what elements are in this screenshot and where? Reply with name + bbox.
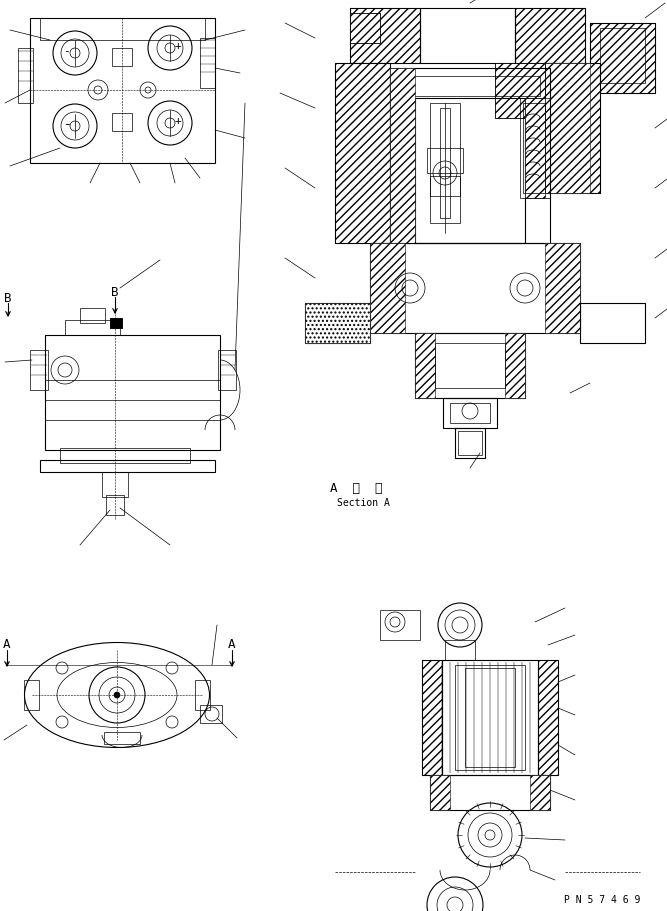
Bar [335, 63, 390, 243]
Bar [390, 68, 415, 243]
Bar [195, 680, 210, 710]
Circle shape [114, 692, 120, 698]
Bar [435, 343, 505, 388]
Bar [335, 63, 390, 243]
Bar [538, 660, 558, 775]
Bar [305, 303, 370, 343]
Bar [350, 13, 380, 43]
Bar [430, 775, 550, 810]
Text: -: - [63, 119, 71, 129]
Text: -: - [63, 119, 69, 129]
Text: -: - [63, 46, 69, 56]
Bar [422, 660, 442, 775]
Bar [455, 665, 525, 770]
Bar [422, 660, 442, 775]
Text: A  断  面: A 断 面 [330, 482, 382, 495]
Bar [106, 495, 124, 515]
Bar [112, 48, 132, 66]
Bar [112, 113, 132, 131]
Bar [590, 23, 655, 93]
Bar [440, 108, 450, 218]
Bar [102, 472, 128, 497]
Bar [495, 63, 545, 118]
Bar [380, 610, 420, 640]
Bar [110, 318, 122, 328]
Bar [430, 176, 460, 196]
Text: Section A: Section A [337, 498, 390, 508]
Text: P N 5 7 4 6 9: P N 5 7 4 6 9 [564, 895, 640, 905]
Bar [420, 8, 515, 63]
Text: B: B [111, 285, 119, 299]
Bar [370, 243, 580, 333]
Bar [442, 660, 538, 775]
Bar [218, 350, 236, 390]
Bar [110, 318, 122, 328]
Bar [80, 308, 105, 323]
Bar [545, 63, 590, 193]
Bar [465, 668, 515, 767]
Bar [350, 13, 380, 43]
Bar [495, 63, 545, 118]
Bar [24, 680, 39, 710]
Bar [415, 98, 525, 243]
Bar [430, 103, 460, 223]
Bar [515, 8, 585, 63]
Text: A: A [3, 639, 11, 651]
Bar [505, 333, 525, 398]
Bar [350, 8, 420, 63]
Bar [350, 8, 420, 63]
Bar [40, 18, 205, 40]
Text: A: A [228, 639, 235, 651]
Bar [443, 398, 497, 428]
Bar [515, 8, 585, 63]
Bar [45, 335, 220, 450]
Bar [390, 68, 550, 243]
Bar [545, 63, 600, 193]
Text: +: + [175, 116, 181, 126]
Bar [525, 98, 545, 198]
Bar [580, 303, 645, 343]
Bar [18, 48, 33, 103]
Bar [30, 350, 48, 390]
Text: B: B [4, 292, 12, 304]
Bar [520, 98, 550, 198]
Bar [538, 660, 558, 775]
Bar [30, 18, 215, 163]
Bar [430, 775, 450, 810]
Text: +: + [175, 41, 181, 51]
Bar [427, 148, 463, 173]
Bar [400, 76, 540, 96]
Bar [104, 732, 140, 744]
Bar [545, 63, 600, 193]
Bar [200, 705, 222, 723]
Bar [455, 428, 485, 458]
Bar [545, 243, 580, 333]
Bar [60, 448, 190, 463]
Bar [458, 431, 482, 455]
Bar [370, 243, 405, 333]
Bar [65, 320, 120, 335]
Bar [530, 775, 550, 810]
Bar [415, 333, 525, 398]
Bar [523, 103, 545, 193]
Bar [305, 303, 370, 343]
Bar [415, 333, 435, 398]
Bar [450, 403, 490, 423]
Bar [445, 640, 475, 660]
Bar [200, 38, 215, 88]
Bar [600, 28, 645, 83]
Bar [40, 460, 215, 472]
Bar [590, 23, 655, 93]
